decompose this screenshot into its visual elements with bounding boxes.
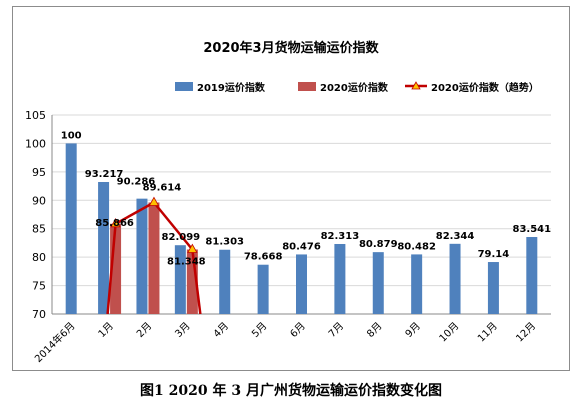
- x-category-label: 5月: [249, 320, 269, 340]
- y-tick-label: 100: [25, 137, 46, 150]
- data-label-2020: 89.614: [143, 182, 182, 193]
- x-category-label: 11月: [475, 320, 500, 345]
- figure-caption: 图1 2020 年 3 月广州货物运输运价指数变化图: [140, 383, 442, 399]
- trend-marker: [187, 243, 198, 253]
- legend-label-2: 2020运价指数（趋势）: [431, 81, 539, 94]
- x-category-label: 12月: [514, 320, 539, 345]
- data-label-2019: 78.668: [244, 252, 283, 263]
- bar-2019: [174, 245, 186, 314]
- data-label-2019: 80.879: [359, 239, 398, 250]
- y-tick-label: 90: [32, 194, 46, 207]
- data-label-2019: 82.099: [162, 232, 201, 243]
- chart-title: 2020年3月货物运输运价指数: [203, 40, 379, 56]
- y-tick-label: 70: [32, 308, 46, 321]
- bar-2019: [65, 143, 77, 314]
- x-category-label: 2月: [134, 320, 154, 340]
- y-tick-label: 95: [32, 166, 46, 179]
- data-label-2019: 83.541: [513, 224, 552, 235]
- bar-2020: [186, 249, 198, 314]
- bar-2019: [449, 243, 461, 314]
- trend-marker: [148, 196, 160, 206]
- bar-2019: [136, 198, 148, 314]
- bar-2020: [148, 202, 160, 314]
- bar-2019: [98, 181, 110, 314]
- bar-2019: [372, 252, 384, 314]
- data-label-2019: 93.217: [85, 169, 124, 180]
- bar-2019: [487, 262, 499, 314]
- legend-swatch-0: [175, 82, 193, 91]
- bar-2019: [219, 249, 231, 314]
- y-tick-label: 75: [32, 280, 46, 293]
- bar-2019: [334, 243, 346, 314]
- y-tick-label: 85: [32, 223, 46, 236]
- data-label-2020: 85.866: [95, 218, 134, 229]
- y-tick-label: 105: [25, 109, 46, 122]
- x-category-label: 6月: [288, 320, 308, 340]
- y-tick-label: 80: [32, 251, 46, 264]
- legend-label-0: 2019运价指数: [197, 81, 266, 94]
- x-category-label: 7月: [326, 320, 346, 340]
- data-label-2019: 81.303: [205, 237, 244, 248]
- data-label-2019: 82.344: [436, 231, 475, 242]
- bar-2019: [411, 254, 423, 314]
- data-label-2019: 80.476: [282, 241, 321, 252]
- x-category-label: 4月: [211, 320, 231, 340]
- data-label-2020: 81.348: [167, 256, 206, 267]
- bar-2019: [257, 264, 269, 314]
- legend-marker-icon: [411, 81, 421, 90]
- bar-2019: [526, 237, 538, 314]
- data-label-2019: 82.313: [321, 231, 360, 242]
- bar-2019: [296, 254, 307, 314]
- legend-label-1: 2020运价指数: [320, 81, 389, 94]
- x-category-label: 8月: [365, 320, 385, 340]
- x-category-label: 2014年6月: [32, 319, 78, 365]
- bar-2020: [110, 223, 122, 314]
- x-category-label: 10月: [437, 320, 462, 345]
- legend-swatch-1: [298, 82, 316, 91]
- x-category-label: 3月: [173, 320, 193, 340]
- trend-marker: [110, 217, 121, 228]
- data-label-2019: 80.482: [397, 241, 436, 252]
- data-label-2019: 90.286: [117, 177, 156, 188]
- data-label-2019: 79.14: [478, 249, 510, 260]
- x-category-label: 1月: [96, 320, 116, 340]
- data-label-2019: 100: [61, 130, 82, 141]
- x-category-label: 9月: [403, 320, 423, 340]
